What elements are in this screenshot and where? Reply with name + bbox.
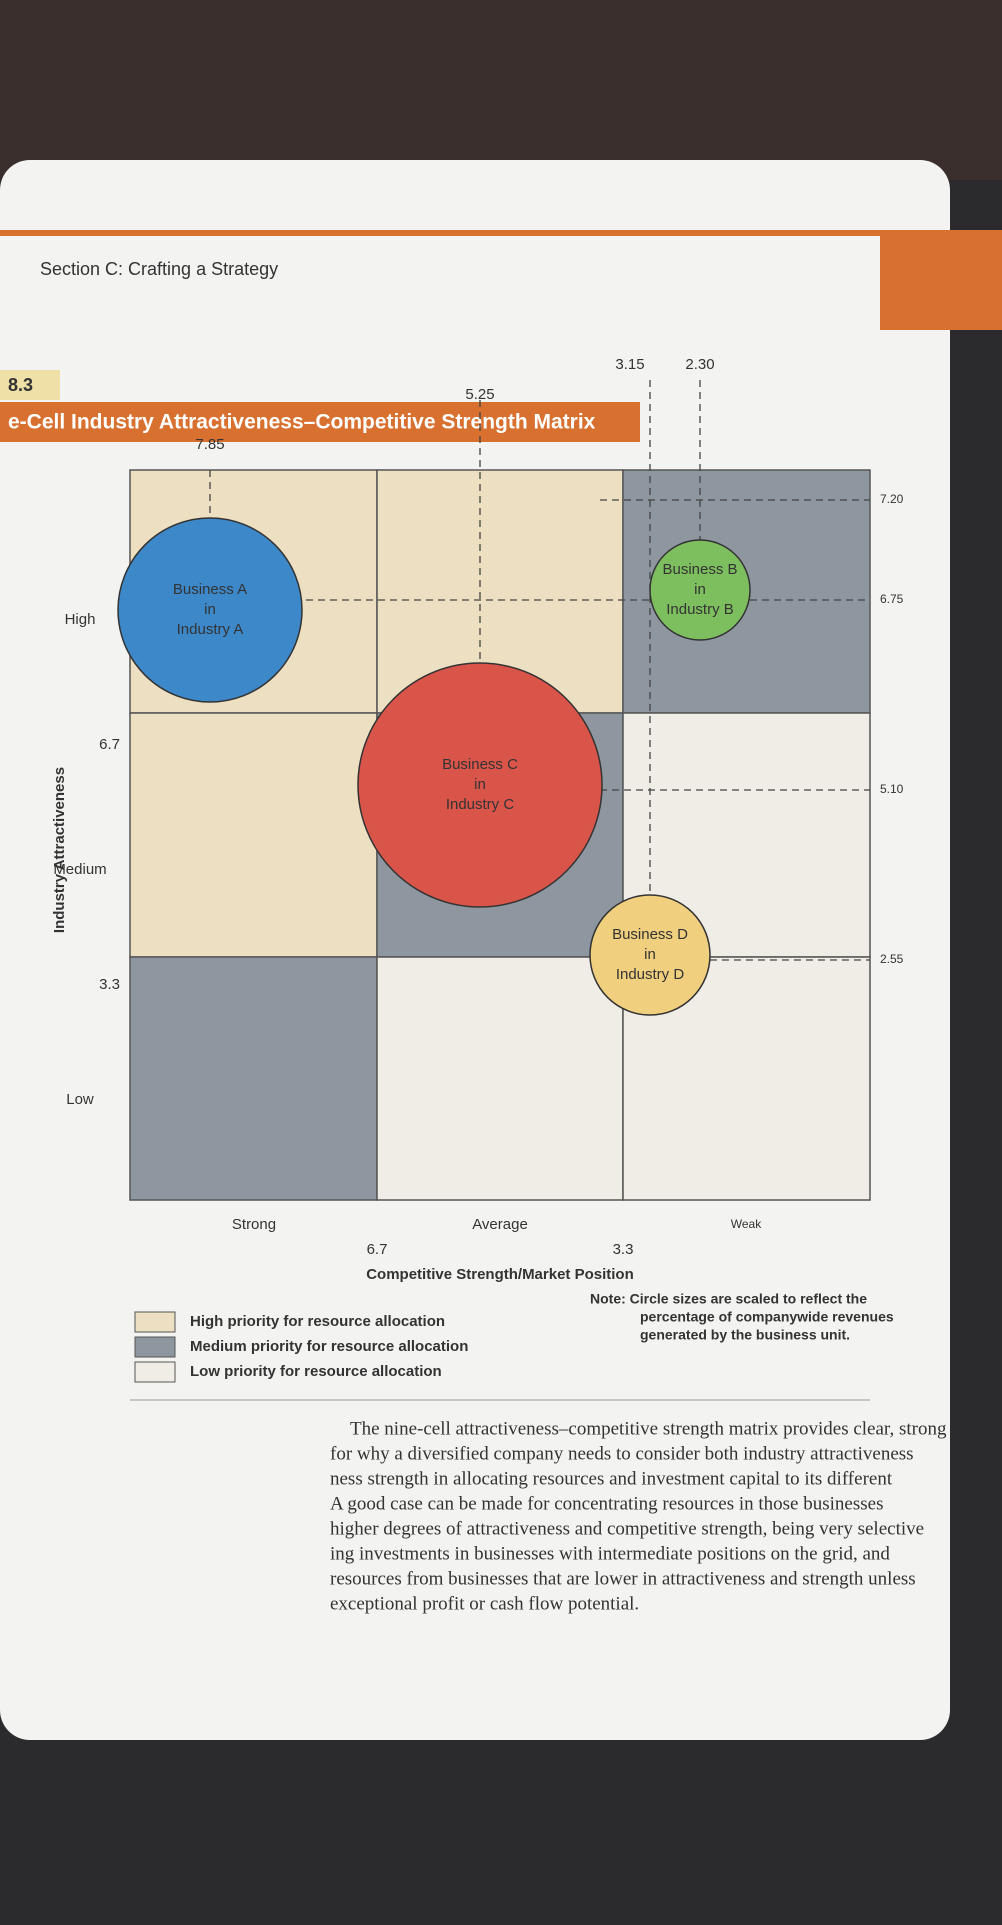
bubble-label: Business C (442, 756, 518, 773)
axis-labels: 7.85 5.25 3.15 2.30 7.20 6.75 5.10 2.55 … (51, 356, 904, 1343)
figure-title-bar (0, 402, 640, 442)
top-value: 2.30 (685, 356, 714, 373)
note: percentage of companywide revenues (640, 1309, 894, 1325)
column-break: 3.3 (613, 1241, 634, 1258)
y-axis-title: Industry Attractiveness (51, 767, 68, 933)
column-label: Strong (232, 1216, 276, 1233)
cell (129, 956, 378, 1201)
note: generated by the business unit. (640, 1327, 850, 1343)
top-value: 7.85 (195, 436, 224, 453)
bubble-label: in (204, 601, 216, 618)
bubble-label: in (694, 581, 706, 598)
rule (0, 230, 880, 236)
legend-label: Medium priority for resource allocation (190, 1338, 468, 1355)
bubble-a (117, 517, 303, 703)
legend-swatch (134, 1336, 176, 1358)
legend: High priority for resource allocation Me… (134, 1311, 468, 1383)
note: Note: Circle sizes are scaled to reflect… (590, 1291, 867, 1307)
row-break: 3.3 (99, 976, 120, 993)
bubble-c (357, 662, 603, 908)
row-label: High (65, 611, 96, 628)
title-bar-accent (880, 230, 1002, 330)
bubble-label: Industry C (446, 796, 515, 813)
top-value: 3.15 (615, 356, 644, 373)
x-axis-title: Competitive Strength/Market Position (366, 1266, 634, 1283)
legend-swatch (134, 1311, 176, 1333)
right-value: 2.55 (880, 952, 904, 966)
bubble-label: Business B (662, 561, 737, 578)
bubble-label: Business D (612, 926, 688, 943)
bubble-d (589, 894, 711, 1016)
background (0, 0, 1002, 180)
figure-title: e-Cell Industry Attractiveness–Competiti… (8, 411, 596, 434)
bubble-label: in (644, 946, 656, 963)
body-line: ness strength in allocating resources an… (330, 1468, 893, 1489)
right-value: 7.20 (880, 492, 904, 506)
bubble-label: Industry A (177, 621, 244, 638)
body-line: for why a diversified company needs to c… (330, 1443, 914, 1464)
column-label: Weak (731, 1217, 762, 1231)
figure-number: 8.3 (8, 375, 33, 395)
right-value: 5.10 (880, 782, 904, 796)
body-line: A good case can be made for concentratin… (330, 1493, 883, 1514)
body-line: resources from businesses that are lower… (330, 1568, 916, 1589)
body-text: The nine-cell attractiveness–competitive… (330, 1418, 947, 1614)
right-value: 6.75 (880, 592, 904, 606)
row-label: Medium (53, 861, 106, 878)
cell (376, 956, 624, 1201)
legend-label: High priority for resource allocation (190, 1313, 445, 1330)
legend-label: Low priority for resource allocation (190, 1363, 442, 1380)
row-label: Low (66, 1091, 94, 1108)
row-break: 6.7 (99, 736, 120, 753)
bubble-b (649, 539, 751, 641)
body-line: higher degrees of attractiveness and com… (330, 1518, 924, 1539)
body-line: exceptional profit or cash flow potentia… (330, 1593, 639, 1614)
bubble-label: in (474, 776, 486, 793)
section-header: Section C: Crafting a Strategy (40, 259, 278, 279)
bubble-label: Industry D (616, 966, 685, 983)
legend-swatch (134, 1361, 176, 1383)
top-value: 5.25 (465, 386, 494, 403)
bubble-label: Business A (173, 581, 247, 598)
bubble-label: Industry B (666, 601, 734, 618)
body-line: ing investments in businesses with inter… (330, 1543, 890, 1564)
figure-number-box (0, 370, 60, 400)
body-line: The nine-cell attractiveness–competitive… (350, 1418, 947, 1439)
column-break: 6.7 (367, 1241, 388, 1258)
bubble-labels: Business A in Industry A Business B in I… (173, 561, 738, 983)
bubbles (117, 517, 751, 1016)
column-label: Average (472, 1216, 528, 1233)
cell (129, 712, 378, 958)
